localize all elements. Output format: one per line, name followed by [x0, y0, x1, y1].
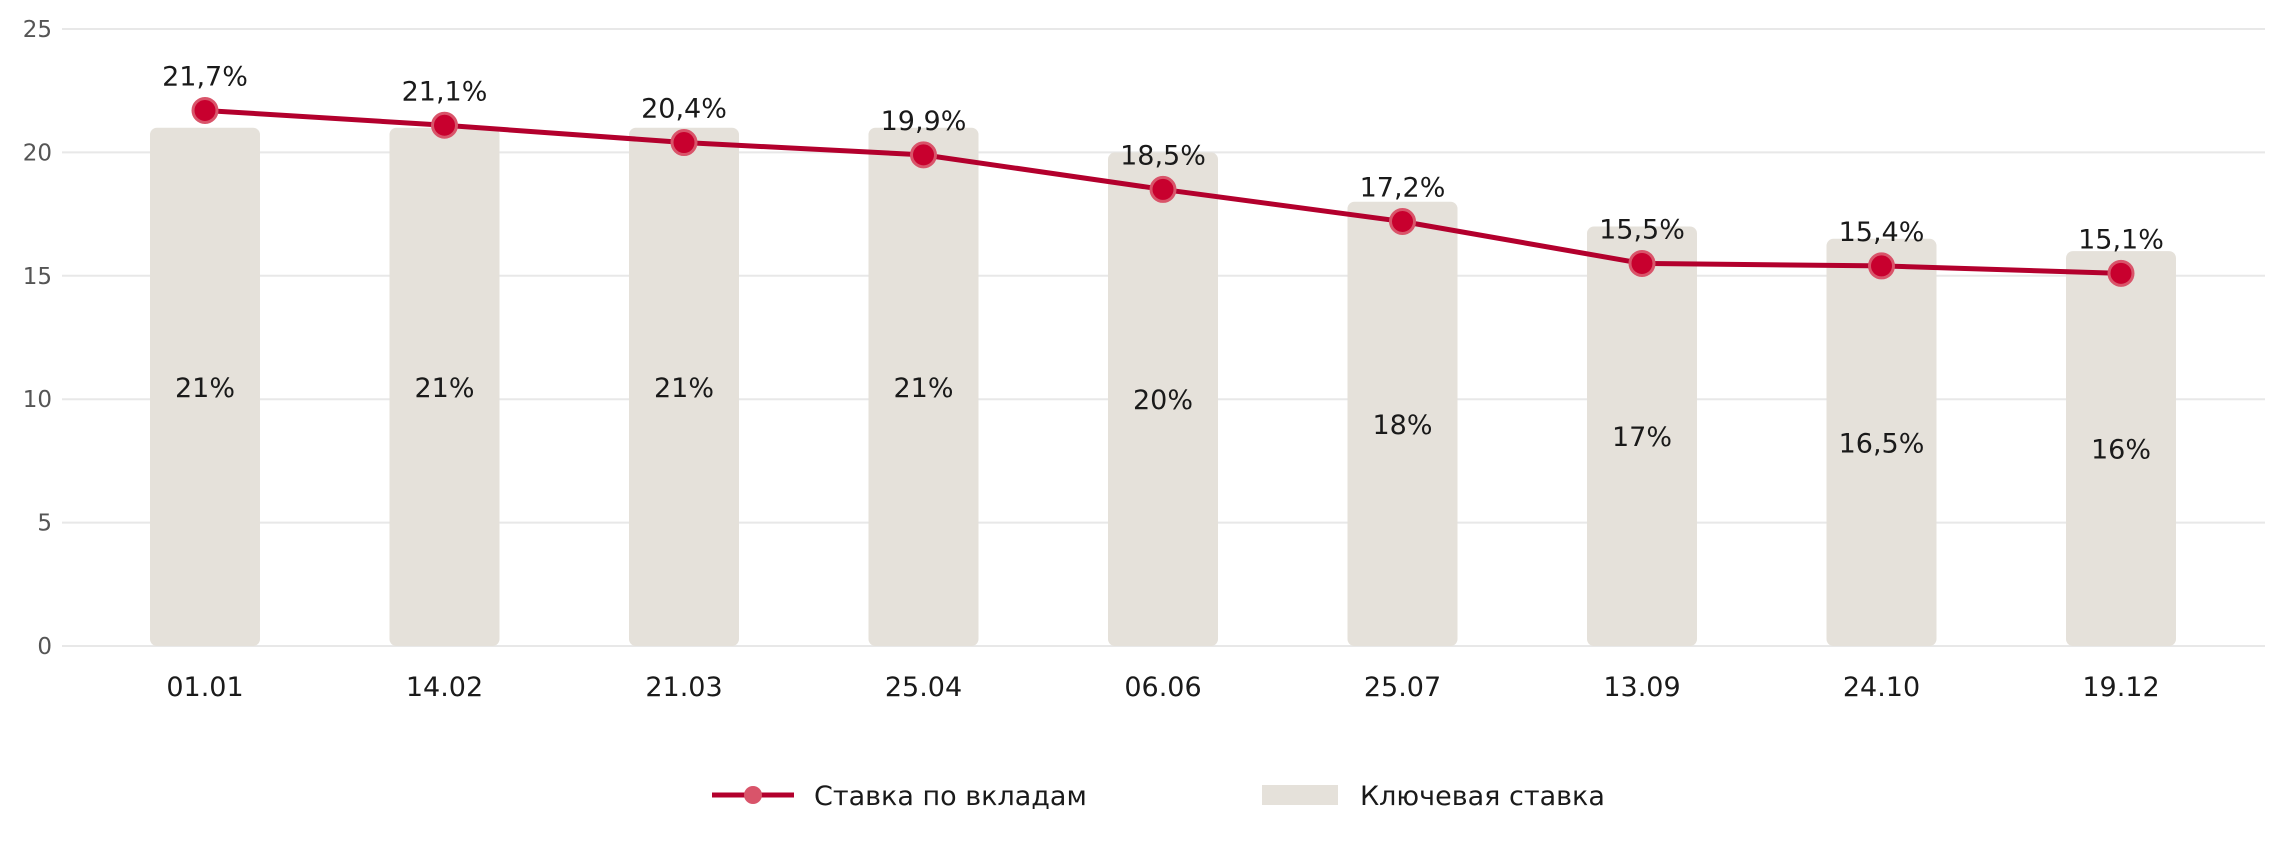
- line-series: [191, 96, 2135, 287]
- line-labels: 21,7% 21,1% 20,4% 19,9% 18,5% 17,2% 15,5% 15,4%…: [162, 61, 2164, 255]
- line-point: [431, 111, 458, 139]
- bar: [2066, 251, 2176, 646]
- bar: [1826, 238, 1937, 646]
- line-point: [910, 141, 937, 169]
- y-tick-label: 20: [23, 140, 52, 166]
- line-point: [191, 96, 219, 124]
- line-data-label: 19,9%: [881, 106, 967, 137]
- y-tick-label: 10: [23, 387, 52, 413]
- legend-item-bar: Ключевая ставка: [1262, 781, 1605, 812]
- x-tick-label: 01.01: [166, 672, 243, 703]
- bar-data-label: 21%: [175, 373, 235, 404]
- bar-data-label: 21%: [893, 373, 953, 404]
- line-data-label: 20,4%: [641, 94, 727, 125]
- line-data-label: 15,4%: [1839, 217, 1925, 248]
- legend-bar-swatch: [1262, 785, 1338, 805]
- legend: Ставка по вкладам Ключевая ставка: [712, 781, 1605, 812]
- line-point: [1628, 249, 1656, 277]
- bar: [868, 127, 979, 647]
- bar-data-label: 16%: [2091, 435, 2151, 466]
- line-data-label: 18,5%: [1120, 140, 1206, 171]
- x-tick-label: 14.02: [406, 672, 483, 703]
- bar: [629, 127, 739, 647]
- y-tick-label: 25: [23, 17, 52, 43]
- bar-data-label: 20%: [1133, 385, 1193, 416]
- bar-data-label: 16,5%: [1839, 428, 1925, 459]
- legend-item-line: Ставка по вкладам: [712, 781, 1087, 812]
- line-point: [1389, 208, 1416, 236]
- line-data-label: 21,7%: [162, 61, 248, 92]
- legend-label: Ставка по вкладам: [814, 781, 1087, 812]
- line-point: [2107, 259, 2135, 287]
- y-axis: 0 5 10 15 20 25: [23, 17, 52, 660]
- x-tick-label: 21.03: [645, 672, 722, 703]
- bar: [1108, 152, 1218, 646]
- bar-data-label: 17%: [1612, 422, 1672, 453]
- bar: [150, 127, 260, 647]
- x-tick-label: 24.10: [1843, 672, 1920, 703]
- line-data-label: 17,2%: [1360, 173, 1446, 204]
- bar-labels: 21% 21% 21% 21% 20% 18% 17% 16,5% 16%: [175, 373, 2151, 466]
- bar-data-label: 21%: [414, 373, 474, 404]
- x-tick-label: 25.07: [1364, 672, 1441, 703]
- bar: [1347, 201, 1458, 646]
- line-point: [1868, 252, 1895, 280]
- bar-series: [150, 127, 2176, 647]
- line-data-label: 15,5%: [1599, 214, 1685, 245]
- bar: [389, 127, 500, 647]
- bar-data-label: 21%: [654, 373, 714, 404]
- x-tick-label: 19.12: [2082, 672, 2159, 703]
- line-point: [1149, 175, 1177, 203]
- line-data-label: 15,1%: [2078, 224, 2164, 255]
- legend-label: Ключевая ставка: [1360, 781, 1605, 812]
- x-tick-label: 25.04: [885, 672, 962, 703]
- bar: [1587, 226, 1697, 646]
- y-tick-label: 15: [23, 264, 52, 290]
- x-tick-label: 13.09: [1603, 672, 1680, 703]
- y-tick-label: 5: [37, 511, 52, 537]
- line-point: [670, 129, 698, 157]
- x-axis: 01.01 14.02 21.03 25.04 06.06 25.07 13.09 24.10…: [166, 672, 2159, 703]
- x-tick-label: 06.06: [1124, 672, 1201, 703]
- bar-data-label: 18%: [1372, 410, 1432, 441]
- legend-line-marker: [744, 786, 762, 804]
- line-data-label: 21,1%: [402, 76, 488, 107]
- y-tick-label: 0: [37, 634, 52, 660]
